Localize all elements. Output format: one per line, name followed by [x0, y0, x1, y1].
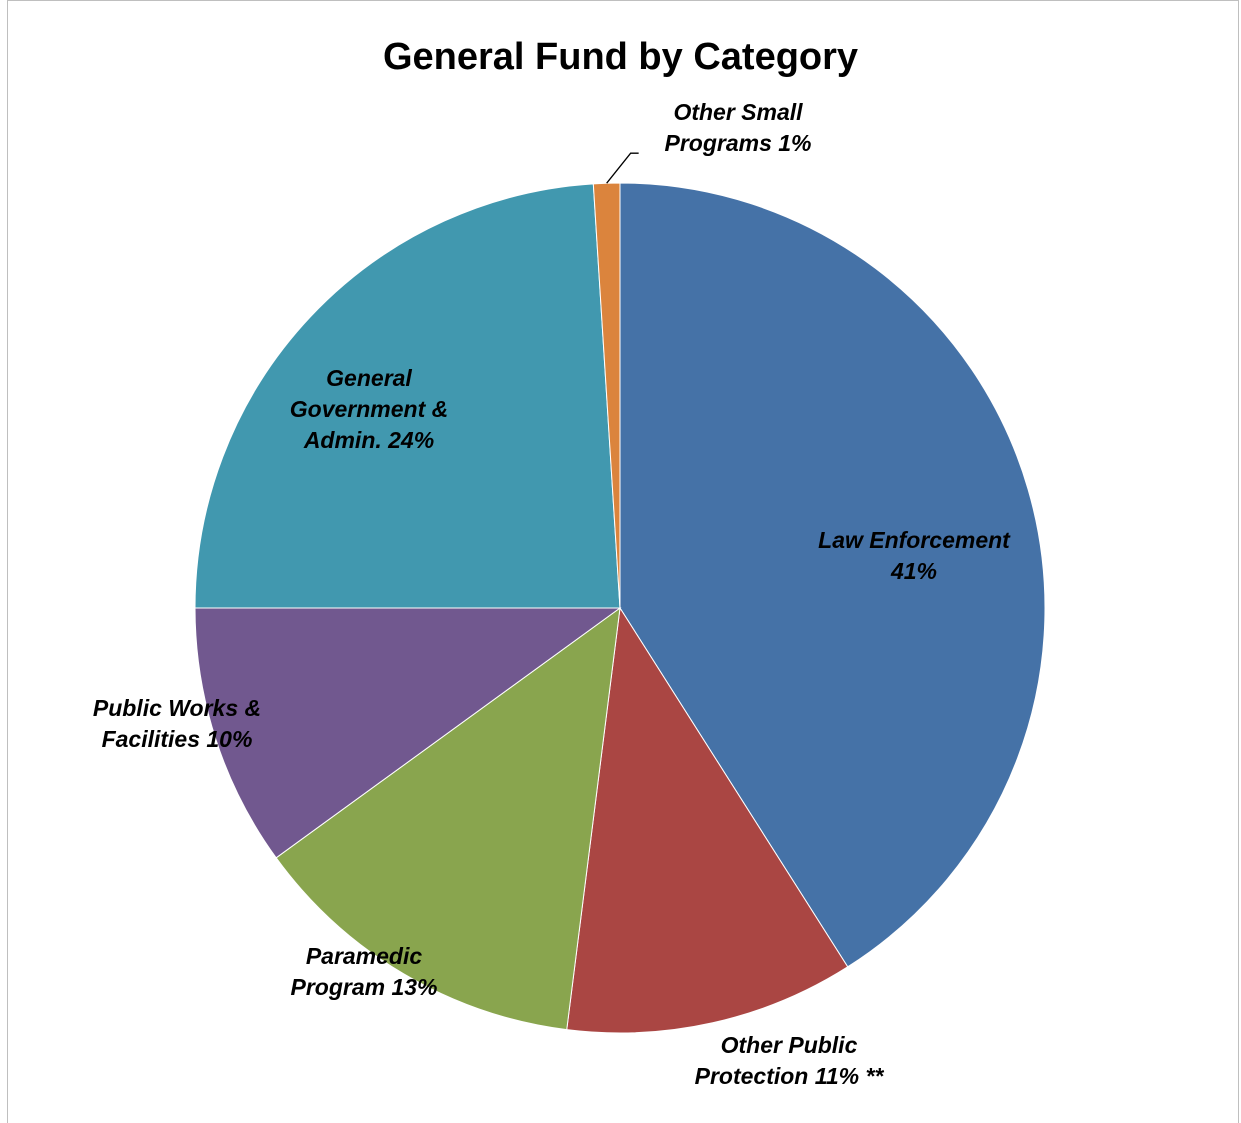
- leader-line: [606, 152, 639, 184]
- slice-label-5: Other Small Programs 1%: [664, 99, 811, 156]
- slice-label-1: Other Public Protection 11% **: [695, 1032, 885, 1089]
- chart-frame: [7, 0, 1239, 1123]
- pie-slice-4: [194, 183, 621, 609]
- slice-label-0: Law Enforcement 41%: [818, 527, 1011, 584]
- pie-slice-5: [592, 182, 621, 609]
- pie-slice-0: [619, 182, 1046, 968]
- pie-slice-2: [275, 606, 621, 1031]
- slice-label-3: Public Works & Facilities 10%: [93, 695, 261, 752]
- pie-slice-1: [566, 606, 849, 1034]
- chart-title: General Fund by Category: [382, 36, 859, 78]
- pie-slice-3: [194, 607, 622, 859]
- slice-label-2: Paramedic Program 13%: [290, 943, 437, 1000]
- slice-label-4: General Government & Admin. 24%: [290, 365, 448, 453]
